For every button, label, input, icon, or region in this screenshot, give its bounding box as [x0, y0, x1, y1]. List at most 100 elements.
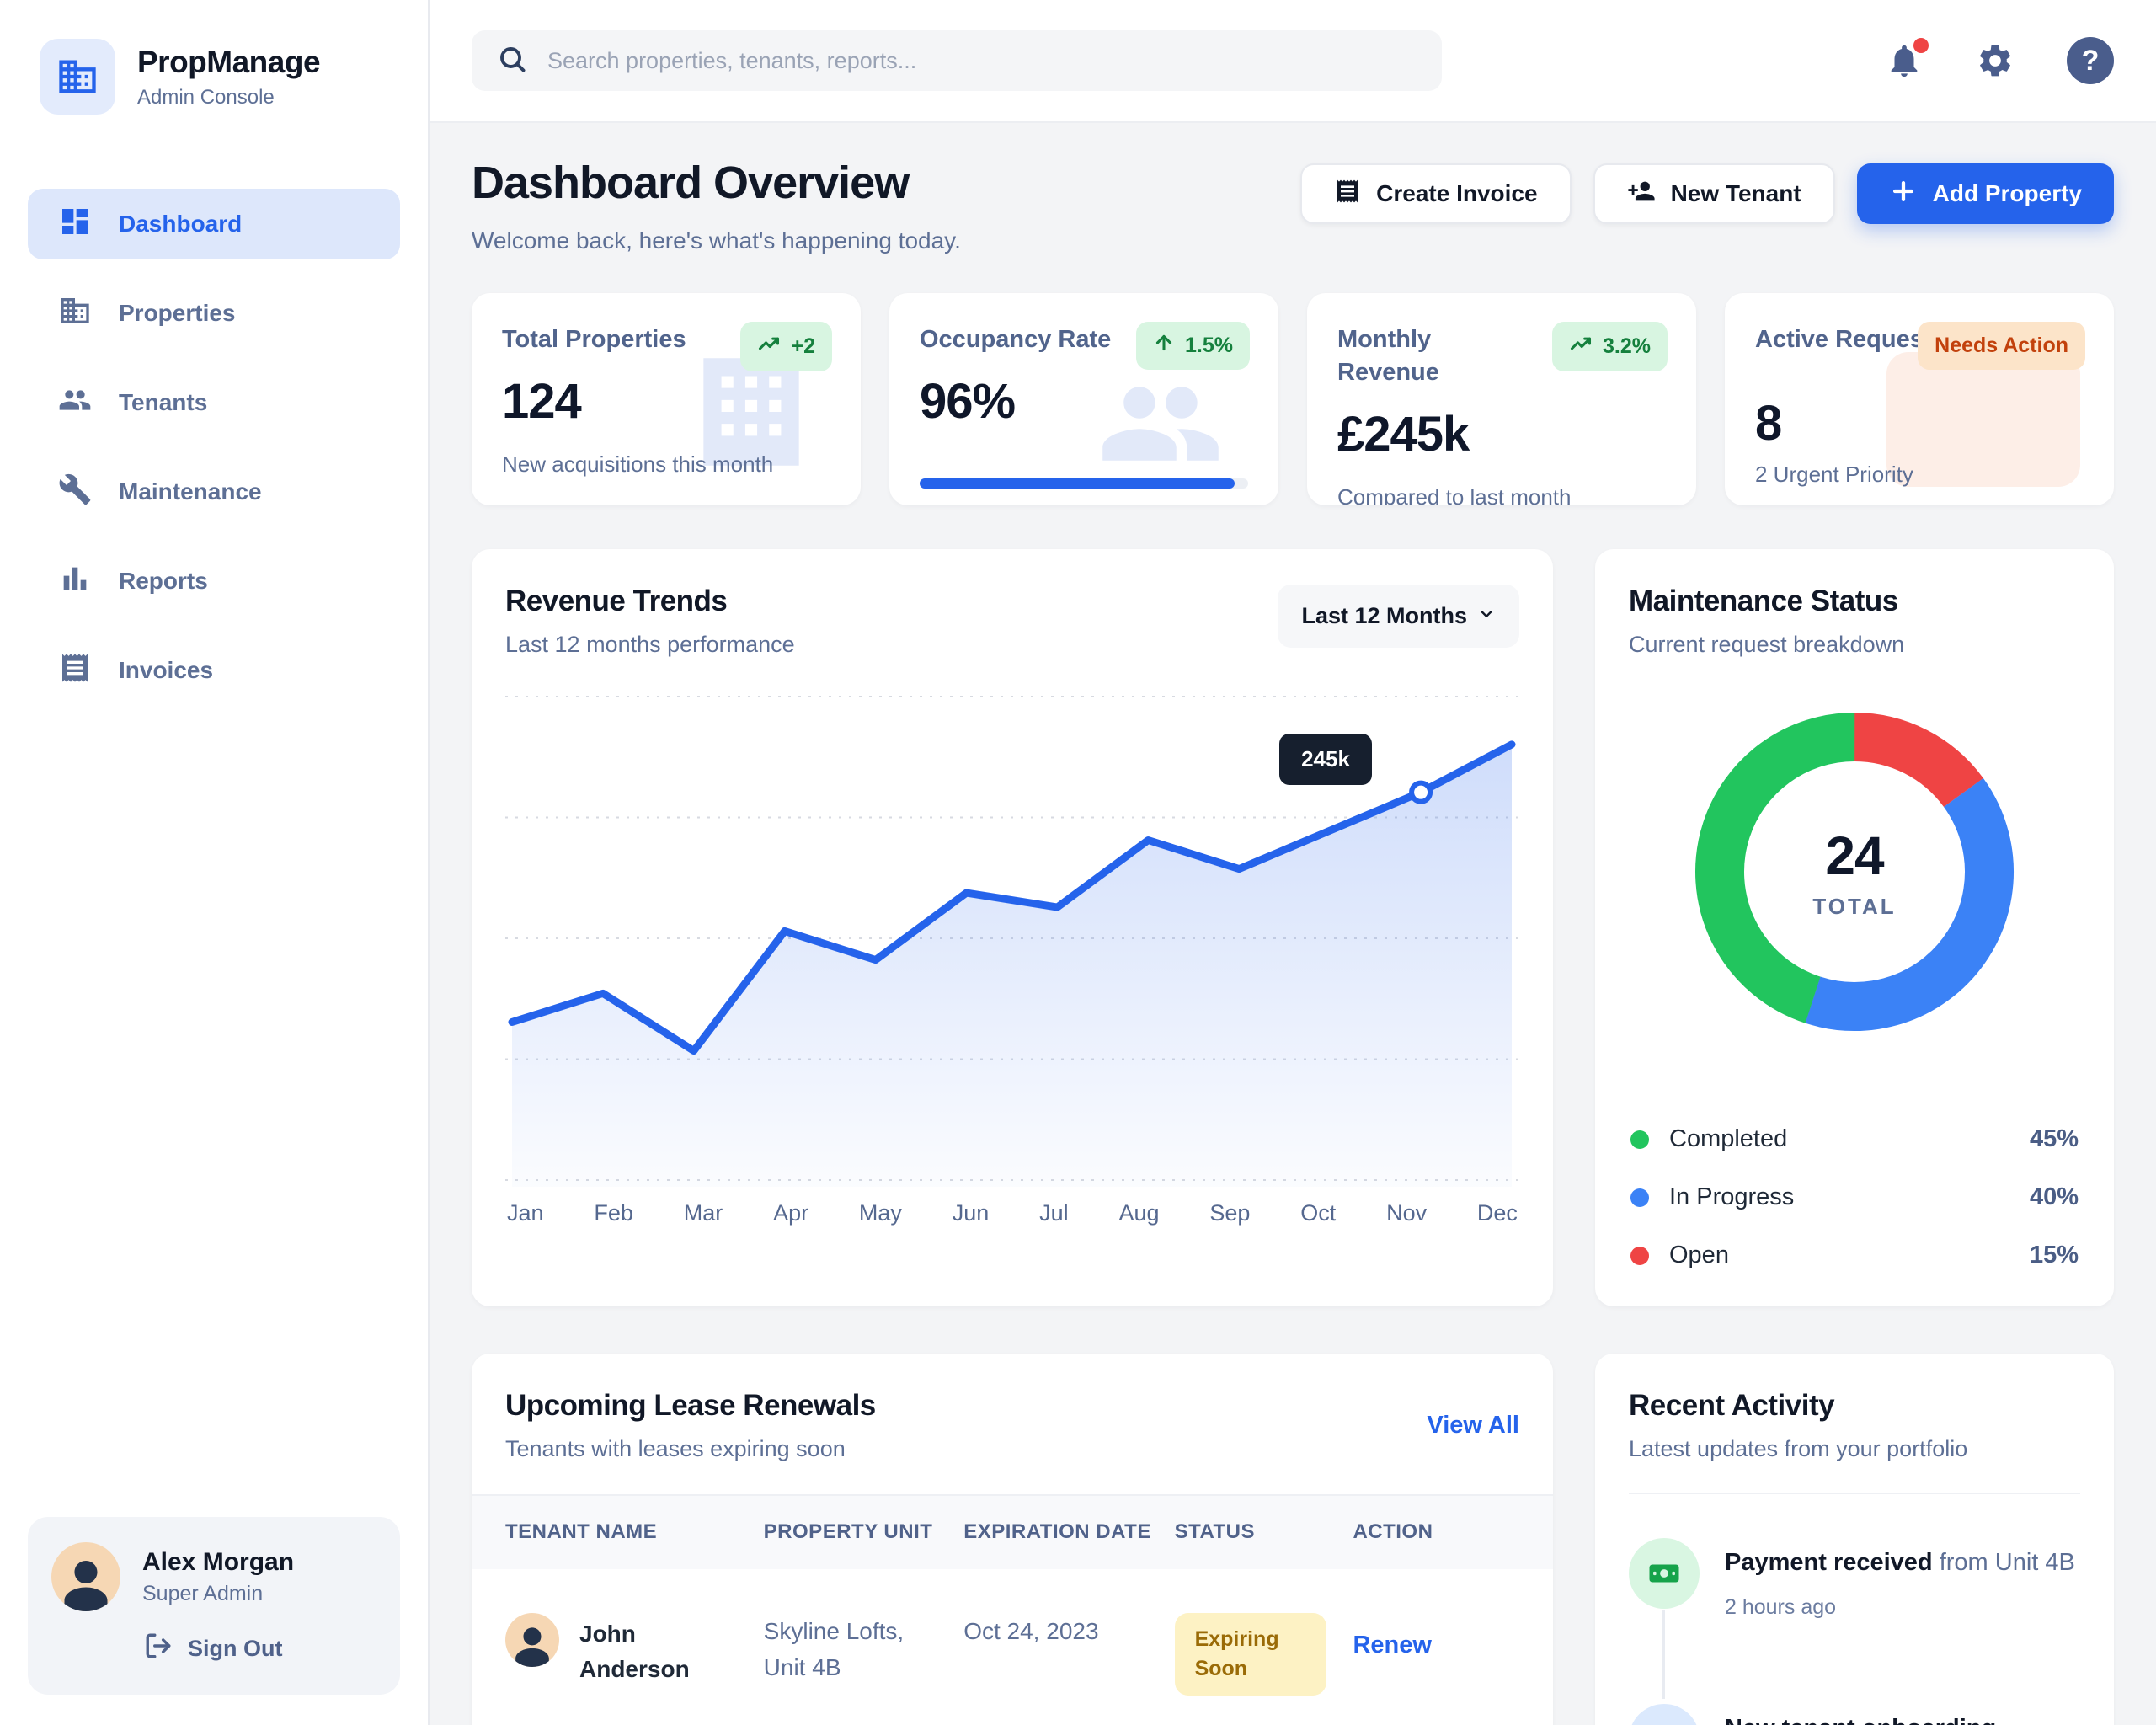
status-badge: Expiring Soon [1174, 1612, 1326, 1696]
user-role: Super Admin [142, 1581, 264, 1605]
sidebar-item-invoices[interactable]: Invoices [28, 635, 400, 706]
column-header-tenant: Tenant Name [505, 1520, 658, 1543]
x-axis-label: Jan [507, 1200, 544, 1226]
table-header: Tenant Name Property Unit Expiration Dat… [472, 1494, 1553, 1569]
activity-body: New tenant onboarding initiated for [1725, 1704, 2080, 1725]
stat-value: £245k [1337, 407, 1470, 462]
search-input[interactable] [547, 47, 1417, 74]
sidebar-item-dashboard[interactable]: Dashboard [28, 189, 400, 259]
range-selector-button[interactable]: Last 12 Months [1278, 585, 1519, 648]
sign-out-icon [144, 1632, 173, 1666]
main-area: ? Dashboard Overview Welcome back, here'… [430, 0, 2156, 1725]
brand: PropManage Admin Console [28, 35, 400, 115]
table-row: John Anderson Skyline Lofts, Unit 4B Oct… [472, 1569, 1553, 1725]
sidebar-item-reports[interactable]: Reports [28, 546, 400, 617]
sidebar-item-tenants[interactable]: Tenants [28, 367, 400, 438]
avatar [51, 1542, 120, 1611]
donut-total: 24 [1825, 825, 1884, 886]
new-tenant-button[interactable]: New Tenant [1593, 163, 1835, 224]
receipt-icon [1334, 178, 1361, 211]
lease-renewals-panel: Upcoming Lease Renewals Tenants with lea… [472, 1354, 1553, 1725]
open-dot-icon [1630, 1246, 1649, 1265]
page-header: Dashboard Overview Welcome back, here's … [472, 157, 2114, 254]
user-plus-icon [1629, 1703, 1700, 1725]
activity-body: Payment received from Unit 4B 2 hours ag… [1725, 1538, 2075, 1620]
topbar: ? [430, 0, 2156, 123]
legend-item-in-progress: In Progress 40% [1630, 1183, 2079, 1211]
search-bar[interactable] [472, 30, 1442, 91]
column-header-action: Action [1353, 1520, 1433, 1543]
x-axis-label: May [858, 1200, 902, 1226]
x-axis-label: Feb [594, 1200, 633, 1226]
plus-icon [1889, 177, 1918, 211]
expiration-date-cell: Oct 24, 2023 [963, 1617, 1099, 1644]
add-property-button[interactable]: Add Property [1856, 163, 2114, 224]
search-icon [497, 44, 527, 78]
tenant-cell: John Anderson [472, 1612, 764, 1687]
renew-link[interactable]: Renew [1353, 1631, 1432, 1658]
stat-subtext: New acquisitions this month [502, 451, 774, 478]
brand-name: PropManage [137, 44, 321, 79]
revenue-line-chart[interactable]: 245k [505, 690, 1518, 1187]
panel-title: Maintenance Status [1629, 585, 1898, 617]
revenue-panel-heading: Revenue Trends Last 12 months performanc… [505, 585, 795, 658]
button-label: New Tenant [1670, 180, 1801, 206]
sidebar-item-label: Reports [119, 568, 208, 594]
panel-title: Revenue Trends [505, 585, 728, 617]
legend-item-completed: Completed 45% [1630, 1125, 2079, 1153]
button-label: Create Invoice [1376, 180, 1538, 206]
user-info: Alex Morgan Super Admin [142, 1548, 294, 1606]
sidebar-item-label: Invoices [119, 657, 214, 683]
banknote-icon [1629, 1538, 1700, 1609]
sidebar-item-label: Tenants [119, 389, 208, 415]
donut-legend: Completed 45% In Progress 40% Open 15% [1629, 1125, 2080, 1281]
sign-out-button[interactable]: Sign Out [144, 1632, 376, 1666]
sidebar-item-properties[interactable]: Properties [28, 278, 400, 349]
alert-shape [1886, 352, 2080, 487]
sidebar-nav: Dashboard Properties Tenants Maintenance… [28, 189, 400, 706]
stat-value: 124 [502, 374, 582, 430]
page-title: Dashboard Overview [472, 158, 910, 208]
activity-heading: Recent Activity Latest updates from your… [1595, 1354, 2114, 1494]
maintenance-donut-chart[interactable]: 24 TOTAL [1693, 710, 2016, 1033]
maintenance-panel-heading: Maintenance Status Current request break… [1629, 585, 2080, 658]
page-subtitle: Welcome back, here's what's happening to… [472, 227, 961, 254]
user-name: Alex Morgan [142, 1547, 295, 1576]
people-icon [1068, 360, 1253, 491]
brand-text: PropManage Admin Console [137, 44, 321, 109]
create-invoice-button[interactable]: Create Invoice [1300, 163, 1572, 224]
x-axis-labels: Jan Feb Mar Apr May Jun Jul Aug Sep Oct Nov Dec [505, 1200, 1519, 1226]
occupancy-progress [920, 478, 1248, 489]
user-plus-icon [1627, 177, 1656, 211]
stat-label: Active Requests [1755, 326, 1945, 353]
bell-icon[interactable] [1885, 38, 1929, 80]
stat-label: Total Properties [502, 326, 686, 353]
panel-subtitle: Current request breakdown [1629, 632, 1905, 657]
sidebar: PropManage Admin Console Dashboard Prope… [0, 0, 430, 1725]
avatar [505, 1612, 559, 1667]
topbar-icons: ? [1885, 37, 2114, 84]
gear-icon[interactable] [1976, 41, 2015, 80]
needs-action-badge: Needs Action [1918, 322, 2085, 370]
chevron-down-icon [1477, 603, 1496, 629]
stat-card-active-requests: Active Requests Needs Action 8 2 Urgent … [1725, 293, 2114, 505]
stat-cards: Total Properties +2 124 New acquisitions… [472, 293, 2114, 505]
x-axis-label: Aug [1118, 1200, 1160, 1226]
list-item: Payment received from Unit 4B 2 hours ag… [1629, 1538, 2080, 1704]
x-axis-label: Apr [773, 1200, 809, 1226]
revenue-trends-panel: Revenue Trends Last 12 months performanc… [472, 549, 1553, 1306]
occupancy-progress-fill [920, 478, 1235, 489]
header-actions: Create Invoice New Tenant Add Property [1300, 163, 2114, 224]
wrench-icon [58, 473, 92, 512]
sidebar-item-maintenance[interactable]: Maintenance [28, 457, 400, 527]
donut-total-label: TOTAL [1812, 893, 1897, 919]
building-icon [58, 294, 92, 334]
x-axis-label: Oct [1300, 1200, 1337, 1226]
stat-label: Occupancy Rate [920, 326, 1112, 353]
activity-time: 2 hours ago [1725, 1594, 1837, 1619]
help-icon[interactable]: ? [2067, 37, 2114, 84]
building-icon [40, 39, 115, 115]
stat-value: 8 [1755, 396, 1782, 451]
view-all-link[interactable]: View All [1427, 1412, 1519, 1439]
activity-text: Payment received from Unit 4B [1725, 1549, 2075, 1576]
